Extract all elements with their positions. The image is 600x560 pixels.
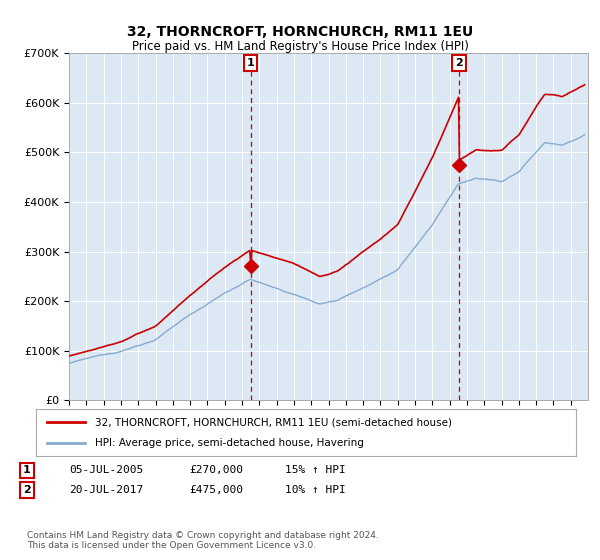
- Text: 32, THORNCROFT, HORNCHURCH, RM11 1EU: 32, THORNCROFT, HORNCHURCH, RM11 1EU: [127, 25, 473, 39]
- Text: Contains HM Land Registry data © Crown copyright and database right 2024.
This d: Contains HM Land Registry data © Crown c…: [27, 530, 379, 550]
- Text: 1: 1: [23, 465, 31, 475]
- Text: HPI: Average price, semi-detached house, Havering: HPI: Average price, semi-detached house,…: [95, 438, 364, 448]
- Text: 05-JUL-2005: 05-JUL-2005: [69, 465, 143, 475]
- Text: 32, THORNCROFT, HORNCHURCH, RM11 1EU (semi-detached house): 32, THORNCROFT, HORNCHURCH, RM11 1EU (se…: [95, 417, 452, 427]
- Text: 2: 2: [455, 58, 463, 68]
- Text: 15% ↑ HPI: 15% ↑ HPI: [285, 465, 346, 475]
- Text: £475,000: £475,000: [189, 485, 243, 495]
- Text: 10% ↑ HPI: 10% ↑ HPI: [285, 485, 346, 495]
- Text: 2: 2: [23, 485, 31, 495]
- Text: 20-JUL-2017: 20-JUL-2017: [69, 485, 143, 495]
- Text: 1: 1: [247, 58, 254, 68]
- Text: £270,000: £270,000: [189, 465, 243, 475]
- Text: Price paid vs. HM Land Registry's House Price Index (HPI): Price paid vs. HM Land Registry's House …: [131, 40, 469, 53]
